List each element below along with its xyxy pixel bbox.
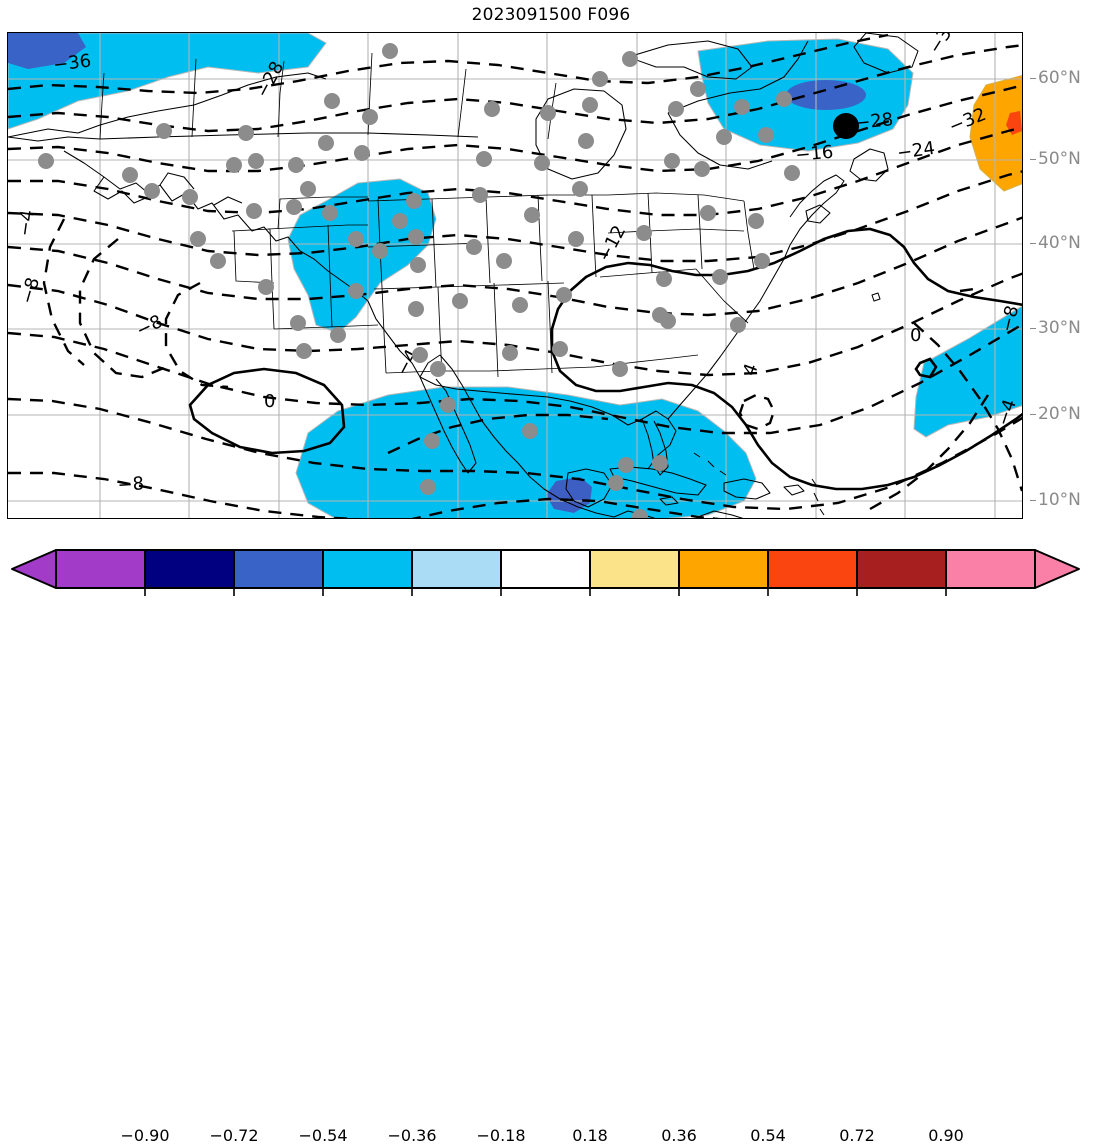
svg-text:−8: −8	[117, 473, 145, 496]
map-frame: −36 −36 −32 −28 −28 −24 −16 −12 −8 −8 −8…	[7, 32, 1023, 519]
svg-text:−28: −28	[854, 109, 894, 134]
colorbar-tick-label-8: 0.72	[839, 1126, 875, 1145]
colorbar-tick-label-5: 0.18	[572, 1126, 608, 1145]
ytick	[1030, 414, 1036, 415]
colorbar-band-7	[678, 549, 769, 589]
svg-text:−8: −8	[996, 303, 1023, 334]
svg-text:0: 0	[264, 391, 275, 412]
colorbar-tick-label-7: 0.54	[750, 1126, 786, 1145]
svg-text:−36: −36	[924, 33, 962, 58]
svg-text:−16: −16	[795, 142, 835, 166]
shade-northwest-corner-core	[8, 33, 86, 69]
yaxis-label-30n: 30°N	[1038, 318, 1081, 338]
colorbar-tick-label-1: −0.72	[209, 1126, 259, 1145]
colorbar-canvas	[11, 549, 1080, 596]
ytick	[1030, 159, 1036, 160]
verification-point-marker	[833, 113, 859, 139]
chart-root: 2023091500 F096	[0, 5, 1102, 1145]
colorbar-band-10	[945, 549, 1036, 589]
yaxis-label-40n: 40°N	[1038, 233, 1081, 253]
yaxis-label-20n: 20°N	[1038, 404, 1081, 424]
ytick	[1030, 328, 1036, 329]
shade-north-atlantic-positive	[969, 75, 1022, 192]
colorbar-band-1	[144, 549, 235, 589]
shade-labrador-core	[786, 80, 866, 110]
colorbar-band-6	[589, 549, 680, 589]
station-dots	[38, 43, 800, 518]
shade-northwest-canada	[8, 33, 327, 130]
map-canvas: −36 −36 −32 −28 −28 −24 −16 −12 −8 −8 −8…	[8, 33, 1023, 518]
colorbar-tick-label-2: −0.54	[298, 1126, 348, 1145]
colorbar-tick-label-0: −0.90	[120, 1126, 170, 1145]
colorbar-extend-min	[11, 549, 57, 589]
shaded-anomaly-regions	[8, 33, 1022, 518]
contour-labels: −36 −36 −32 −28 −28 −24 −16 −12 −8 −8 −8…	[14, 33, 1023, 496]
page-title: 2023091500 F096	[471, 5, 631, 25]
map-panel: −36 −36 −32 −28 −28 −24 −16 −12 −8 −8 −8…	[7, 32, 1081, 575]
colorbar-band-0	[55, 549, 146, 589]
colorbar-band-3	[322, 549, 413, 589]
map-coastlines	[8, 33, 919, 518]
colorbar-band-9	[856, 549, 947, 589]
svg-text:−24: −24	[896, 138, 937, 164]
shade-north-atlantic-positive-core	[1006, 111, 1022, 135]
ytick	[1030, 500, 1036, 501]
yaxis-label-60n: 60°N	[1038, 68, 1081, 88]
svg-text:−4: −4	[14, 208, 38, 237]
svg-text:0: 0	[910, 325, 921, 346]
negative-height-contours	[8, 33, 1022, 518]
ytick	[1030, 243, 1036, 244]
ytick	[1030, 78, 1036, 79]
zero-height-contours	[188, 227, 1022, 491]
colorbar-band-8	[767, 549, 858, 589]
svg-text:4: 4	[739, 361, 763, 379]
svg-text:−8: −8	[17, 275, 45, 306]
colorbar: −0.90 −0.72 −0.54 −0.36 −0.18 0.18 0.36 …	[0, 548, 1102, 1145]
colorbar-band-5	[500, 549, 591, 589]
colorbar-tick-label-4: −0.18	[476, 1126, 526, 1145]
colorbar-tick-label-9: 0.90	[928, 1126, 964, 1145]
colorbar-tick-label-6: 0.36	[661, 1126, 697, 1145]
colorbar-band-2	[233, 549, 324, 589]
svg-text:−36: −36	[52, 50, 92, 75]
colorbar-extend-max	[1034, 549, 1080, 589]
yaxis-label-10n: 10°N	[1038, 490, 1081, 510]
colorbar-tick-label-3: −0.36	[387, 1126, 437, 1145]
yaxis-label-50n: 50°N	[1038, 149, 1081, 169]
colorbar-band-4	[411, 549, 502, 589]
